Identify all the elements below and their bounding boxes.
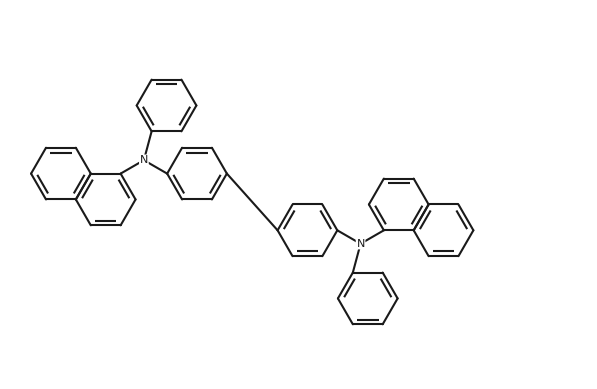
Text: N: N [140, 155, 148, 165]
Text: N: N [356, 239, 365, 249]
